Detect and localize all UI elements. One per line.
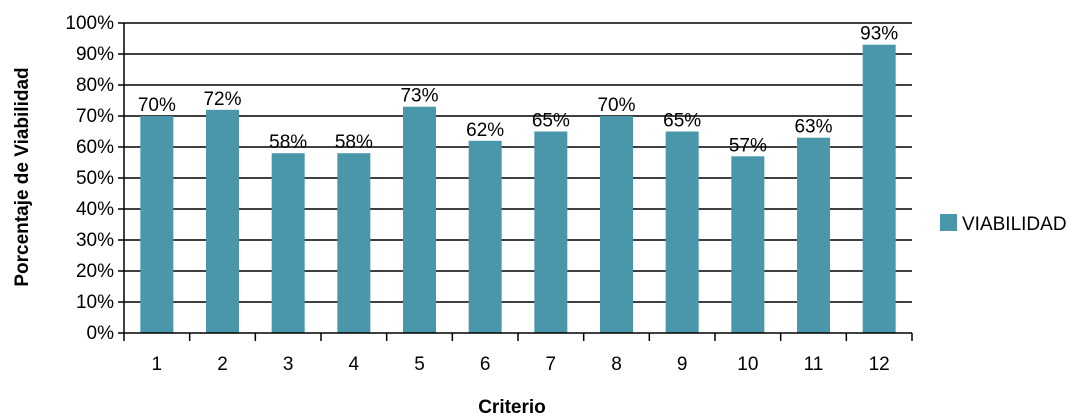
data-label: 65% [663,111,701,132]
data-label: 63% [794,117,832,138]
x-tick-label: 3 [283,354,294,375]
x-tick-label: 4 [349,354,360,375]
bar-12 [862,44,896,333]
data-label: 58% [335,132,373,153]
data-label: 70% [138,95,176,116]
legend-label: VIABILIDAD [962,214,1067,235]
y-tick-label: 60% [76,137,114,158]
y-tick-label: 80% [76,75,114,96]
bar-7 [534,131,568,333]
bar-1 [140,116,174,333]
gridlines [124,22,912,303]
y-tick-label: 40% [76,199,114,220]
y-tick-label: 0% [87,323,115,344]
x-tick-label: 1 [152,354,163,375]
y-tick-label: 30% [76,230,114,251]
y-tick-labels: 0% 10% 20% 30% 40% 50% 60% 70% 80% 90% 100% [65,13,114,344]
x-tick-labels: 1 2 3 4 5 6 7 8 9 10 11 12 [152,354,890,375]
data-label: 73% [400,86,438,107]
y-axis-title: Porcentaje de Viabilidad [12,67,33,286]
y-tick-label: 70% [76,106,114,127]
data-labels: 70% 72% 58% 58% 73% 62% 65% 70% 65% 57% 63% 93% [138,24,898,157]
y-tick-label: 20% [76,261,114,282]
data-label: 62% [466,120,504,141]
x-tick-label: 12 [869,354,890,375]
bar-5 [403,106,436,333]
bar-10 [731,156,765,333]
x-tick-label: 7 [546,354,557,375]
x-tick-label: 6 [480,354,491,375]
bar-11 [797,137,830,333]
data-label: 65% [532,111,570,132]
bar-4 [337,153,371,333]
data-label: 72% [203,89,241,110]
bar-9 [665,131,699,333]
bar-3 [271,153,305,333]
data-label: 70% [597,95,635,116]
data-label: 58% [269,132,307,153]
x-tick-label: 8 [611,354,622,375]
x-tick-label: 11 [804,354,824,375]
legend: VIABILIDAD [940,214,1067,235]
y-tick-label: 10% [76,292,114,313]
bar-2 [206,109,239,333]
x-tick-label: 2 [217,354,228,375]
bar-8 [600,116,633,333]
y-tick-label: 50% [76,168,114,189]
data-label: 93% [860,24,898,45]
legend-swatch [940,214,957,231]
x-tick-label: 9 [677,354,688,375]
axes [118,22,913,341]
bar-6 [468,140,502,333]
y-tick-label: 100% [65,13,114,34]
bars [140,44,896,333]
y-tick-label: 90% [76,44,114,65]
x-axis-title: Criterio [478,397,546,418]
x-tick-label: 10 [737,354,758,375]
data-label: 57% [729,135,767,156]
x-tick-label: 5 [414,354,425,375]
